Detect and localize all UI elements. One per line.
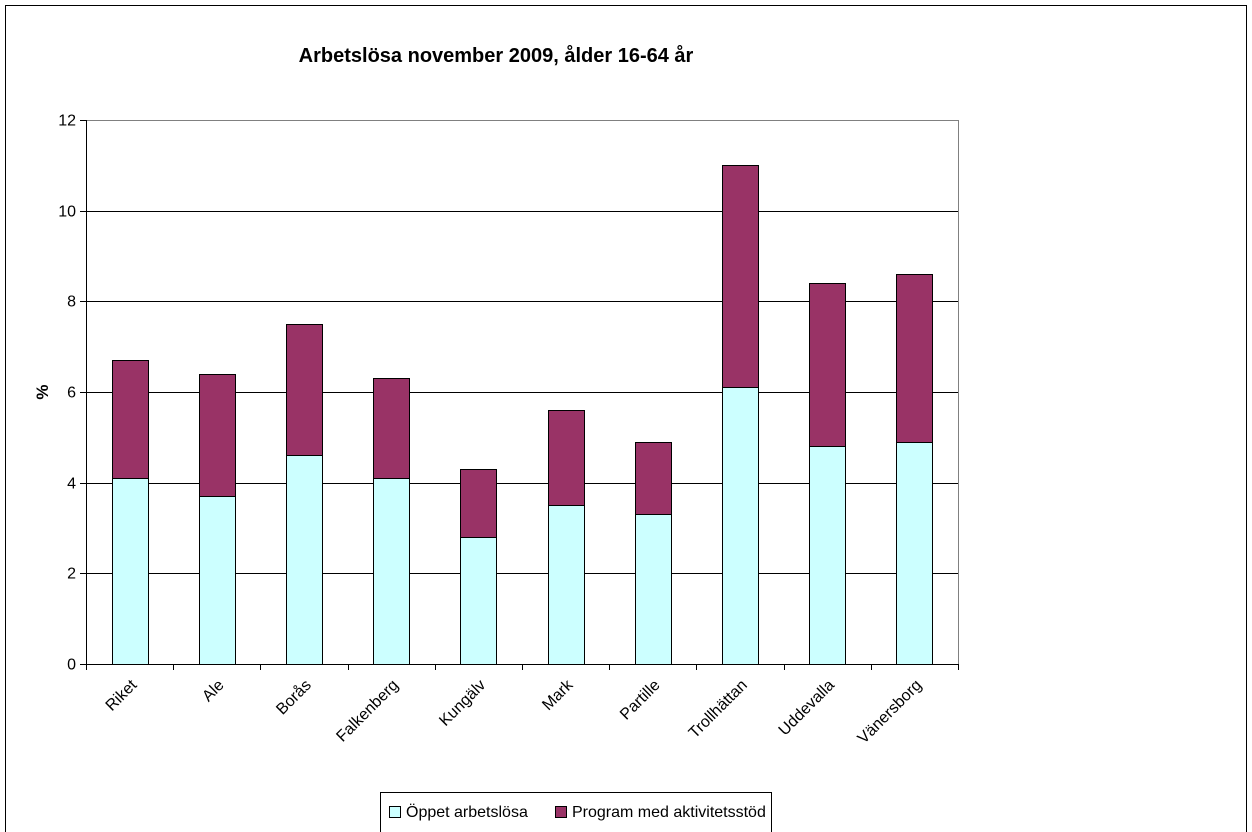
bar-segment-program-support [112, 360, 149, 479]
y-tick-label: 12 [58, 113, 76, 130]
bar-segment-program-support [722, 165, 759, 388]
bar-segment-open-unemployed [722, 387, 759, 665]
bar-segment-program-support [809, 283, 846, 447]
bar-segment-open-unemployed [635, 514, 672, 665]
bar-segment-open-unemployed [896, 442, 933, 665]
bar-segment-program-support [286, 324, 323, 456]
y-tick-label: 8 [67, 294, 76, 311]
chart-title: Arbetslösa november 2009, ålder 16-64 år [299, 44, 694, 67]
y-tick-label: 10 [58, 204, 76, 221]
legend-label-program-support: Program med aktivitetsstöd [572, 804, 766, 821]
bar-segment-program-support [373, 378, 410, 479]
y-axis-label: % [33, 384, 52, 399]
bar-segment-open-unemployed [809, 446, 846, 665]
y-tick-label: 0 [67, 657, 76, 674]
legend: Öppet arbetslösa Program med aktivitetss… [380, 792, 772, 832]
bar-segment-program-support [896, 274, 933, 443]
bar-segment-open-unemployed [286, 455, 323, 665]
bar-segment-program-support [460, 469, 497, 538]
legend-label-open-unemployed: Öppet arbetslösa [406, 803, 528, 821]
bar-segment-open-unemployed [373, 478, 410, 665]
y-tick-label: 6 [67, 385, 76, 402]
bar-segment-open-unemployed [548, 505, 585, 665]
bar-segment-program-support [548, 410, 585, 506]
y-tick-label: 4 [67, 476, 76, 493]
bar-segment-open-unemployed [199, 496, 236, 665]
bar-segment-program-support [635, 442, 672, 515]
legend-box [380, 792, 772, 832]
bar-segment-open-unemployed [112, 478, 149, 665]
bar-segment-open-unemployed [460, 537, 497, 665]
legend-swatch-program-support [555, 806, 567, 818]
legend-swatch-open-unemployed [389, 806, 401, 818]
bar-segment-program-support [199, 374, 236, 497]
y-tick-label: 2 [67, 566, 76, 583]
